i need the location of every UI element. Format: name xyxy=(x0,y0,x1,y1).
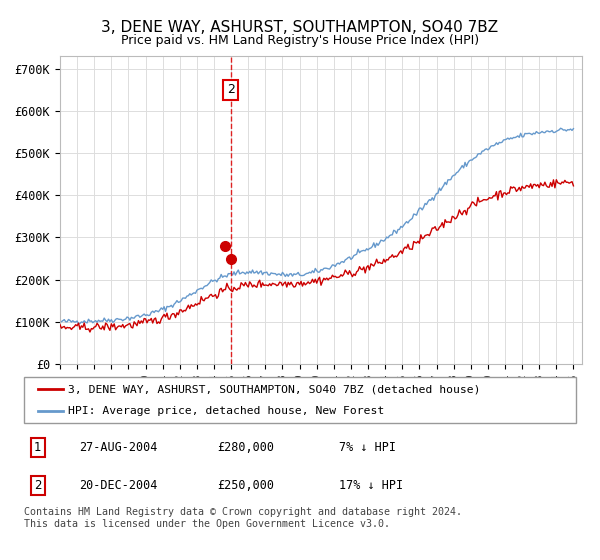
Text: Price paid vs. HM Land Registry's House Price Index (HPI): Price paid vs. HM Land Registry's House … xyxy=(121,34,479,46)
Text: 1: 1 xyxy=(34,441,41,454)
Text: 7% ↓ HPI: 7% ↓ HPI xyxy=(338,441,395,454)
Text: £250,000: £250,000 xyxy=(217,479,274,492)
Text: 20-DEC-2004: 20-DEC-2004 xyxy=(79,479,158,492)
Text: 3, DENE WAY, ASHURST, SOUTHAMPTON, SO40 7BZ: 3, DENE WAY, ASHURST, SOUTHAMPTON, SO40 … xyxy=(101,20,499,35)
Text: £280,000: £280,000 xyxy=(217,441,274,454)
Text: 3, DENE WAY, ASHURST, SOUTHAMPTON, SO40 7BZ (detached house): 3, DENE WAY, ASHURST, SOUTHAMPTON, SO40 … xyxy=(68,384,481,394)
Text: 2: 2 xyxy=(227,83,235,96)
FancyBboxPatch shape xyxy=(24,377,576,423)
Text: 27-AUG-2004: 27-AUG-2004 xyxy=(79,441,158,454)
Text: 17% ↓ HPI: 17% ↓ HPI xyxy=(338,479,403,492)
Text: 2: 2 xyxy=(34,479,41,492)
Text: Contains HM Land Registry data © Crown copyright and database right 2024.
This d: Contains HM Land Registry data © Crown c… xyxy=(24,507,462,529)
Text: HPI: Average price, detached house, New Forest: HPI: Average price, detached house, New … xyxy=(68,407,385,416)
